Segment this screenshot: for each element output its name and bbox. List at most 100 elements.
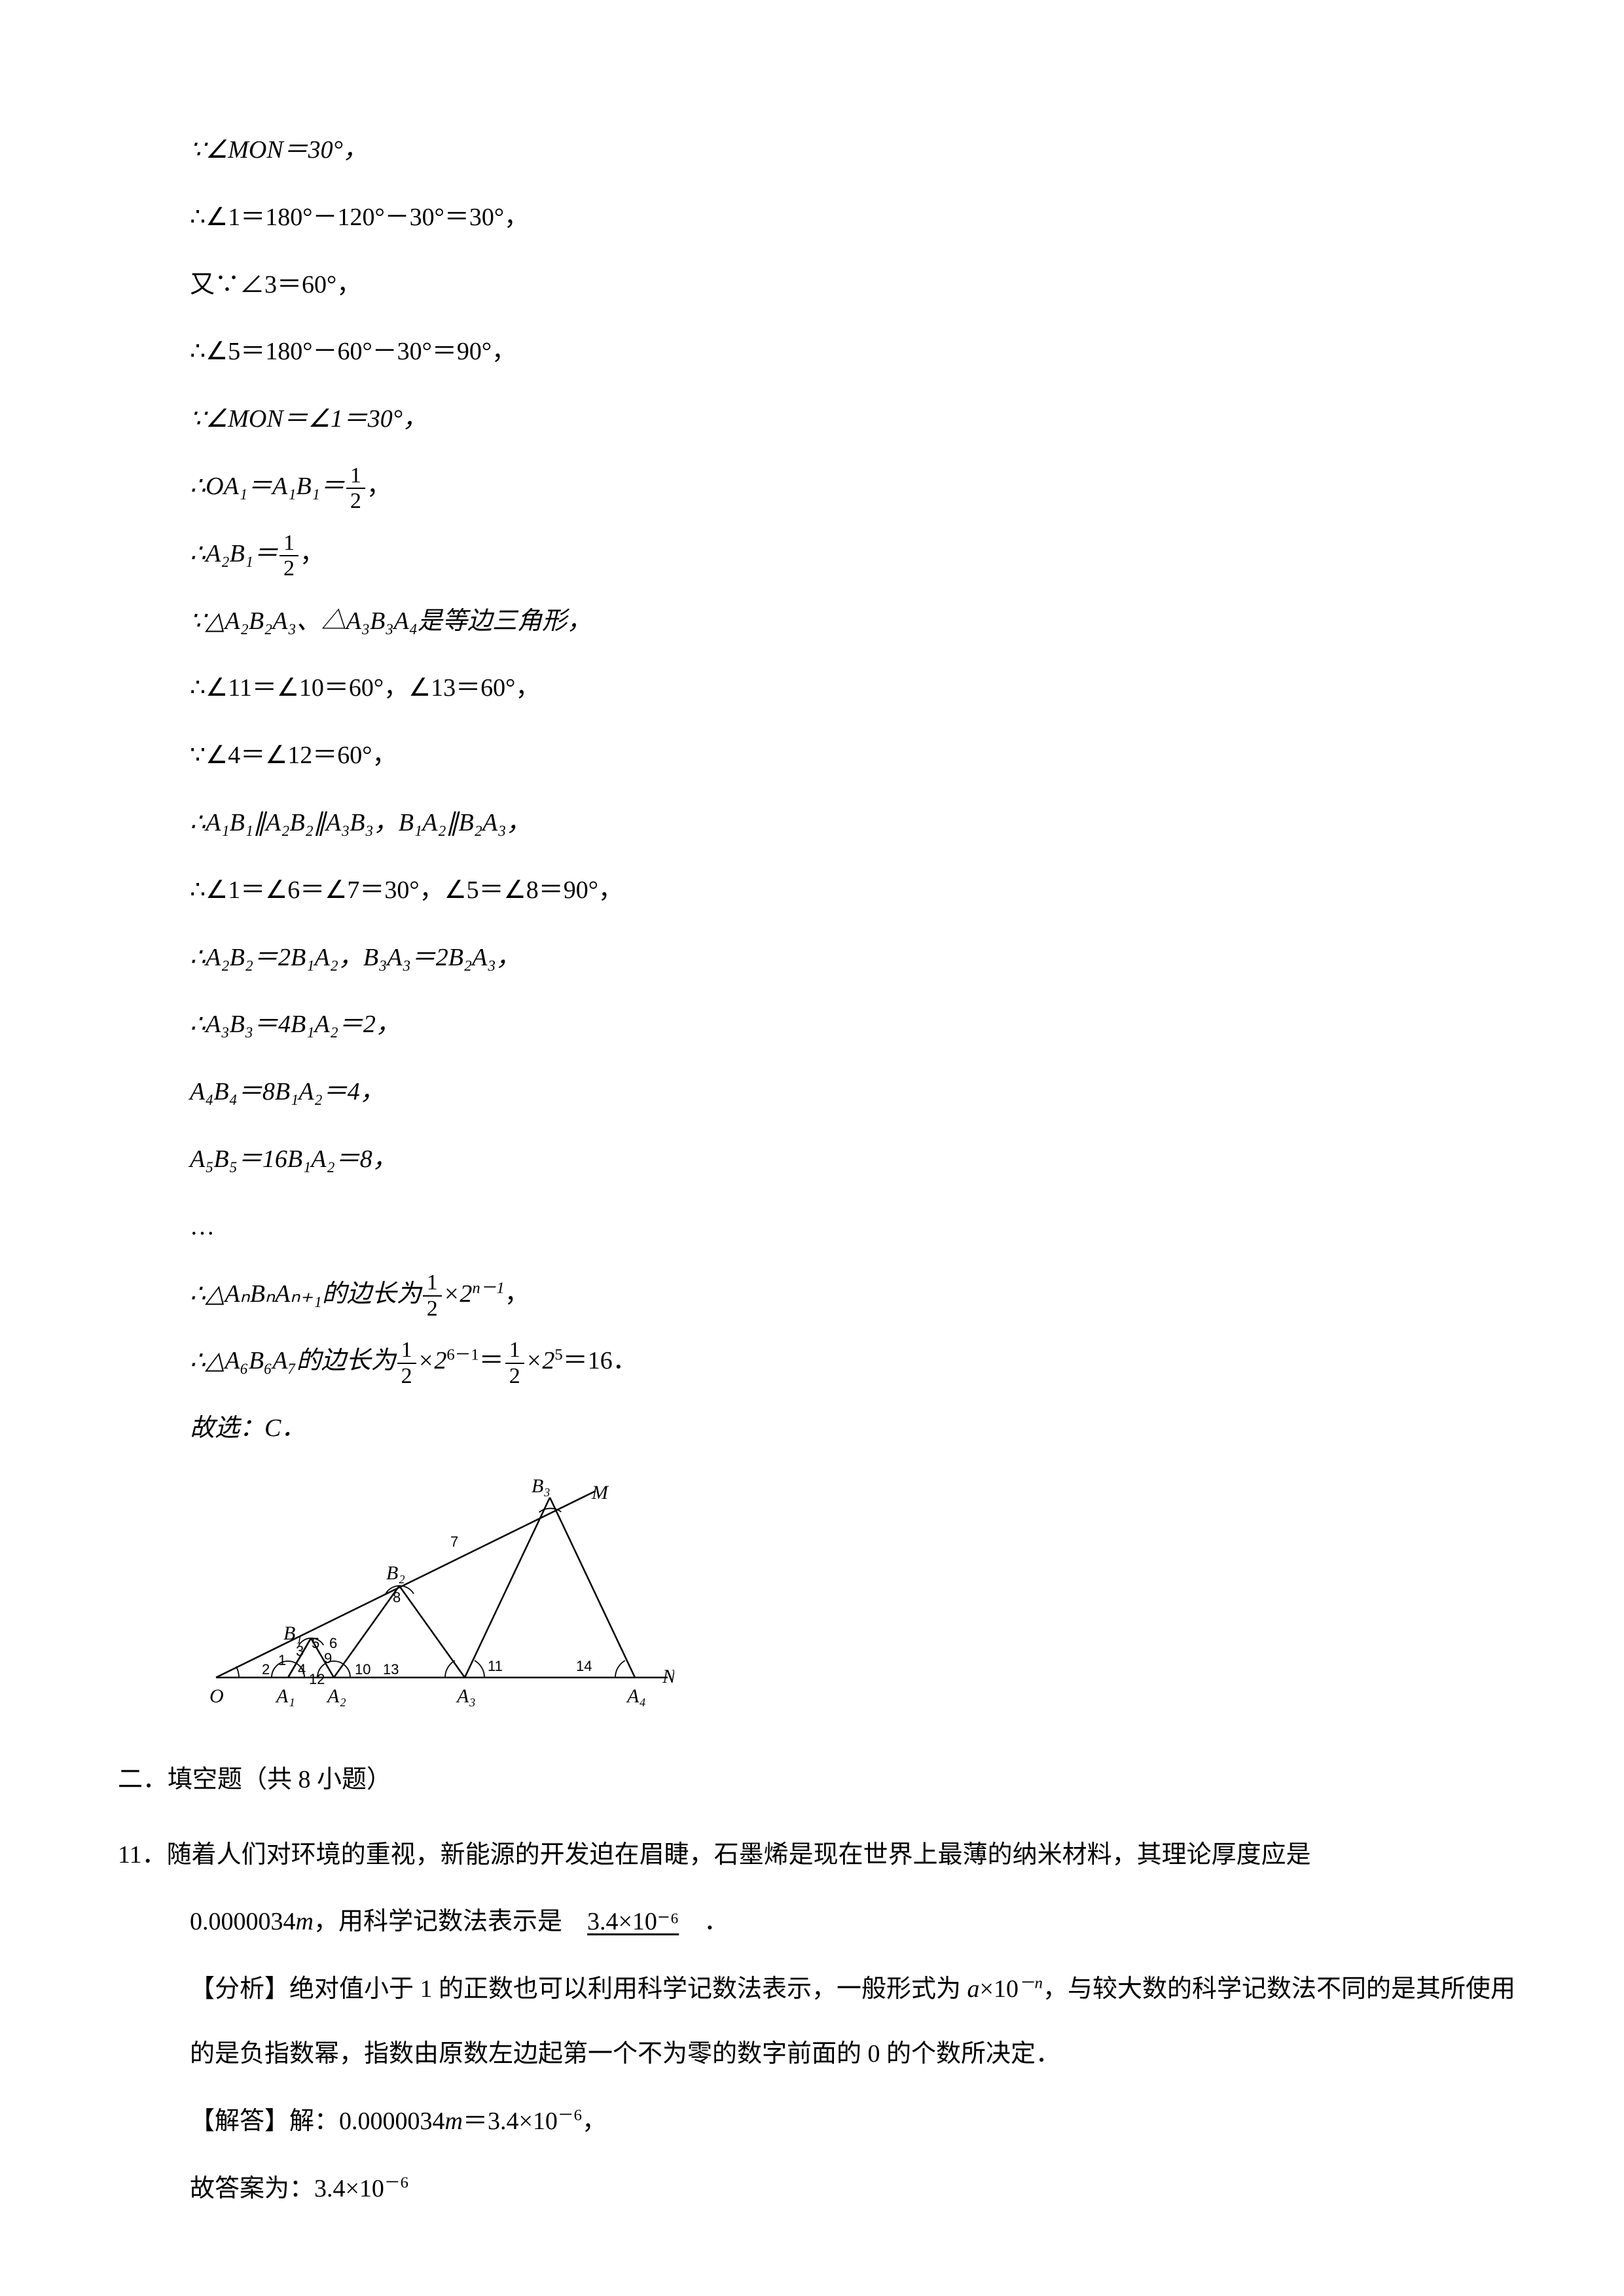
- text: A₄B₄＝8B₁A₂＝4，: [190, 1078, 385, 1105]
- text: ＝: [479, 1347, 504, 1374]
- q11-line2: 0.0000034m，用科学记数法表示是 3.4×10⁻⁶ ．: [118, 1890, 1519, 1954]
- exponent: －6: [384, 2174, 408, 2191]
- svg-text:11: 11: [488, 1658, 503, 1674]
- numerator: 1: [280, 531, 298, 556]
- text: ∴A₂B₁＝: [190, 540, 278, 567]
- text: ∵∠MON＝30°，: [190, 136, 368, 164]
- denominator: 2: [346, 489, 365, 513]
- svg-text:6: 6: [329, 1635, 337, 1651]
- answer-choice: 故选：C．: [118, 1396, 1519, 1461]
- denominator: 2: [505, 1364, 524, 1388]
- text: ∴∠1＝180°－120°－30°＝30°，: [190, 204, 529, 231]
- svg-text:4: 4: [298, 1661, 306, 1677]
- text: ∴∠1＝∠6＝∠7＝30°，∠5＝∠8＝90°，: [190, 876, 623, 904]
- svg-text:12: 12: [309, 1671, 325, 1687]
- svg-text:5: 5: [312, 1635, 319, 1651]
- fraction: 12: [346, 463, 365, 514]
- var-a: a: [967, 1975, 980, 2003]
- svg-text:B₁: B₁: [283, 1623, 302, 1644]
- svg-text:N: N: [662, 1666, 674, 1687]
- step-line: ∴∠5＝180°－60°－30°＝90°，: [118, 319, 1519, 384]
- step-line: ∴△AₙBₙAₙ₊₁的边长为12×2n－1，: [118, 1262, 1519, 1327]
- svg-text:8: 8: [393, 1589, 401, 1605]
- step-line: 又∵∠3＝60°，: [118, 253, 1519, 317]
- text: ，: [367, 473, 391, 500]
- svg-text:A₃: A₃: [456, 1685, 476, 1707]
- svg-text:7: 7: [450, 1534, 458, 1550]
- numerator: 1: [346, 463, 365, 489]
- step-line: ∴A₂B₁＝12，: [118, 522, 1519, 586]
- text: ∴OA₁＝A₁B₁＝: [190, 473, 345, 500]
- unit: m: [445, 2108, 463, 2135]
- step-line: ∵∠MON＝30°，: [118, 118, 1519, 183]
- step-line: A₄B₄＝8B₁A₂＝4，: [118, 1060, 1519, 1124]
- step-line: …: [118, 1194, 1519, 1259]
- svg-text:14: 14: [576, 1658, 592, 1674]
- question-number: 11．: [118, 1841, 167, 1869]
- svg-text:A₂: A₂: [326, 1685, 346, 1707]
- fraction: 12: [397, 1338, 416, 1388]
- fraction: 12: [280, 531, 298, 581]
- geometry-diagram: OA₁A₂A₃A₄NB₁B₂B₃M1234567891011121314: [118, 1471, 1519, 1732]
- text: ×2: [526, 1347, 555, 1374]
- text: ∵∠4＝∠12＝60°，: [190, 742, 397, 769]
- text: ∴A₁B₁∥A₂B₂∥A₃B₃，B₁A₂∥B₂A₃，: [190, 809, 531, 836]
- text: ∵△A₂B₂A₃、△A₃B₃A₄是等边三角形，: [190, 607, 592, 635]
- step-line: ∴△A₆B₆A₇的边长为12×26－1＝12×25＝16．: [118, 1329, 1519, 1393]
- step-line: A₅B₅＝16B₁A₂＝8，: [118, 1127, 1519, 1192]
- step-line: ∴A₁B₁∥A₂B₂∥A₃B₃，B₁A₂∥B₂A₃，: [118, 791, 1519, 855]
- step-line: ∴A₂B₂＝2B₁A₂，B₃A₃＝2B₂A₃，: [118, 925, 1519, 990]
- step-line: ∵△A₂B₂A₃、△A₃B₃A₄是等边三角形，: [118, 589, 1519, 654]
- solution-line: 【解答】解：0.0000034m＝3.4×10－6，: [118, 2089, 1519, 2154]
- solution-body: ∵∠MON＝30°， ∴∠1＝180°－120°－30°＝30°， 又∵∠3＝6…: [118, 118, 1519, 2221]
- analysis-line1: 【分析】绝对值小于 1 的正数也可以利用科学记数法表示，一般形式为 a×10－n…: [118, 1957, 1519, 2087]
- numerator: 1: [397, 1338, 416, 1363]
- denominator: 2: [423, 1297, 442, 1321]
- exponent: 6－1: [446, 1346, 478, 1364]
- text: 故选：C．: [190, 1414, 306, 1442]
- svg-text:9: 9: [324, 1650, 332, 1666]
- exponent: n－1: [472, 1279, 504, 1297]
- svg-text:A₄: A₄: [626, 1685, 646, 1707]
- denominator: 2: [397, 1364, 416, 1388]
- text: ∴△A₆B₆A₇的边长为: [190, 1347, 396, 1374]
- text: ，: [582, 2108, 607, 2135]
- denominator: 2: [280, 556, 298, 581]
- answer-label: 【解答】: [190, 2108, 289, 2135]
- step-line: ∴∠11＝∠10＝60°，∠13＝60°，: [118, 656, 1519, 721]
- analysis-text: 绝对值小于 1 的正数也可以利用科学记数法表示，一般形式为: [289, 1975, 967, 2003]
- text: …: [190, 1213, 215, 1240]
- question-11: 11．随着人们对环境的重视，新能源的开发迫在眉睫，石墨烯是现在世界上最薄的纳米材…: [118, 1823, 1519, 2221]
- svg-text:O: O: [209, 1685, 224, 1707]
- exponent: 5: [554, 1346, 562, 1364]
- step-line: ∴∠1＝∠6＝∠7＝30°，∠5＝∠8＝90°，: [118, 858, 1519, 923]
- svg-text:13: 13: [383, 1661, 399, 1677]
- svg-text:2: 2: [262, 1661, 270, 1677]
- step-line: ∴∠1＝180°－120°－30°＝30°，: [118, 185, 1519, 250]
- text: ∴△AₙBₙAₙ₊₁的边长为: [190, 1280, 422, 1308]
- analysis-label: 【分析】: [190, 1975, 289, 2003]
- unit: m: [296, 1908, 314, 1935]
- text: ×10: [980, 1975, 1019, 2003]
- svg-text:10: 10: [355, 1661, 370, 1677]
- blank-answer: 3.4×10⁻⁶: [587, 1908, 679, 1935]
- text: A₅B₅＝16B₁A₂＝8，: [190, 1145, 397, 1173]
- text: 故答案为：3.4×10: [190, 2175, 384, 2202]
- value: 0.0000034: [190, 1908, 296, 1935]
- text: 又∵∠3＝60°，: [190, 271, 361, 298]
- text: ＝16．: [563, 1347, 638, 1374]
- text: ×2: [418, 1347, 447, 1374]
- text: ∴A₃B₃＝4B₁A₂＝2，: [190, 1011, 401, 1038]
- text: ，: [505, 1280, 530, 1308]
- text: ∴A₂B₂＝2B₁A₂，B₃A₃＝2B₂A₃，: [190, 944, 521, 971]
- svg-text:B₃: B₃: [532, 1475, 550, 1497]
- text: ∴∠5＝180°－60°－30°＝90°，: [190, 338, 516, 365]
- step-line: ∵∠MON＝∠1＝30°，: [118, 387, 1519, 452]
- q11-line1: 11．随着人们对环境的重视，新能源的开发迫在眉睫，石墨烯是现在世界上最薄的纳米材…: [118, 1823, 1519, 1888]
- text: ＝3.4×10: [463, 2108, 558, 2135]
- numerator: 1: [505, 1338, 524, 1363]
- fraction: 12: [423, 1270, 442, 1321]
- svg-text:1: 1: [278, 1652, 286, 1668]
- q11-text: 随着人们对环境的重视，新能源的开发迫在眉睫，石墨烯是现在世界上最薄的纳米材料，其…: [167, 1841, 1311, 1869]
- step-line: ∵∠4＝∠12＝60°，: [118, 723, 1519, 788]
